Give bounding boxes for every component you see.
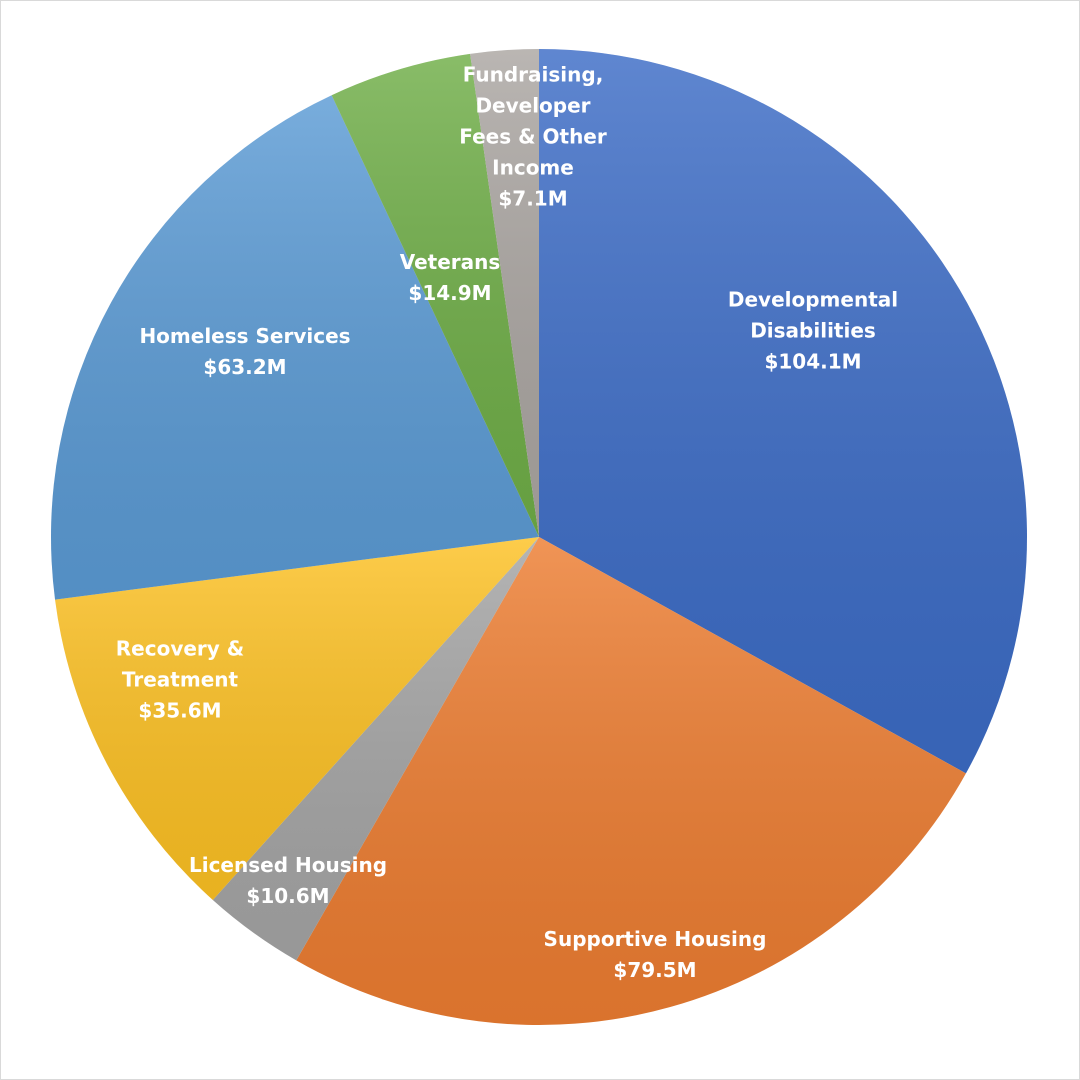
category-label: Supportive Housing [543,927,767,951]
value-label: $10.6M [246,884,330,908]
slice-shade [55,537,539,900]
value-label: $63.2M [203,355,287,379]
category-label: Licensed Housing [188,853,388,877]
slice-label: Supportive Housing $79.5M [525,924,785,986]
slice-shade [212,537,539,961]
slice-shade [331,53,539,537]
value-label: $14.9M [408,281,492,305]
category-label: Developmental Disabilities [727,287,899,343]
slice-label: Recovery & Treatment $35.6M [110,634,250,727]
slice-label: Licensed Housing $10.6M [178,850,398,912]
slice-label: Veterans $14.9M [380,247,520,309]
slice-shade [51,95,540,600]
slice-label: Homeless Services $63.2M [125,321,365,383]
slice-shade [470,49,539,537]
category-label: Fundraising, Developer Fees & Other Inco… [459,62,607,180]
category-label: Homeless Services [139,324,351,348]
slice-label: Developmental Disabilities $104.1M [723,285,903,378]
value-label: $104.1M [764,349,862,374]
value-label: $7.1M [498,186,568,211]
value-label: $79.5M [613,958,697,982]
slice-shade [539,49,1027,774]
category-label: Recovery & Treatment [115,636,245,692]
value-label: $35.6M [138,698,222,723]
slice-label: Fundraising, Developer Fees & Other Inco… [448,60,618,215]
slice-shade [296,537,966,1025]
category-label: Veterans [399,250,501,274]
